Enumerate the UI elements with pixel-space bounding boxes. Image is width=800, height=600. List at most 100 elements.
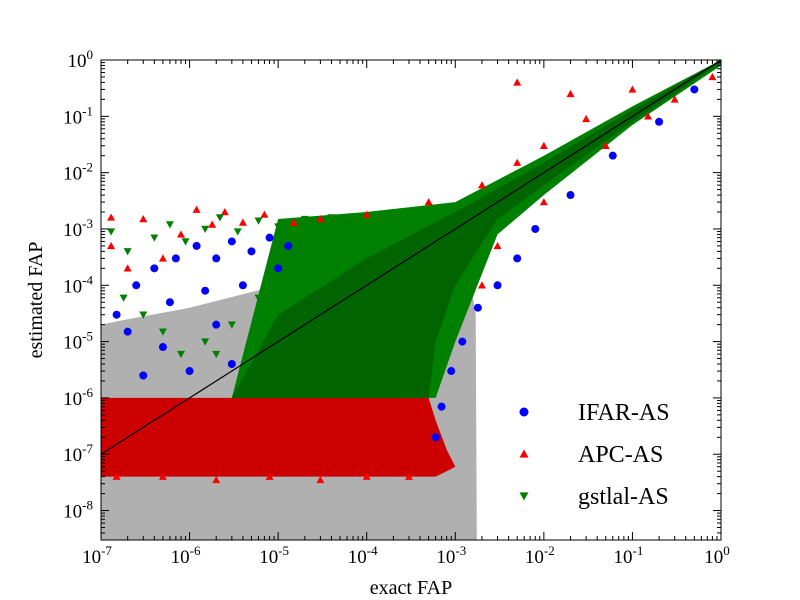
data-point-apc-as — [112, 472, 121, 480]
x-tick-label: 10-7 — [82, 543, 112, 568]
data-point-apc-as — [670, 95, 679, 103]
data-point-ifar-as — [185, 367, 194, 376]
legend-label: IFAR-AS — [578, 400, 670, 426]
data-point-apc-as — [139, 215, 148, 223]
y-tick-label: 10-3 — [63, 216, 93, 241]
data-point-gstlal-as — [139, 311, 148, 319]
data-point-ifar-as — [437, 402, 446, 411]
y-tick-label: 10-7 — [63, 441, 93, 466]
data-point-apc-as — [424, 198, 433, 206]
data-point-apc-as — [220, 208, 229, 216]
data-point-apc-as — [362, 210, 371, 218]
data-point-gstlal-as — [201, 225, 210, 233]
y-tick-label: 10-5 — [63, 329, 93, 354]
y-axis-ticks: 10-8 10-7 10-6 10-5 10-4 10-3 10-2 10-1 100 — [63, 47, 721, 541]
reference-line — [101, 60, 721, 455]
data-point-apc-as — [539, 141, 548, 149]
data-point-apc-as — [316, 215, 325, 223]
plot-frame — [100, 59, 722, 541]
data-point-apc-as — [238, 218, 247, 226]
data-point-apc-as — [158, 472, 167, 480]
data-point-apc-as — [513, 78, 522, 86]
data-point-apc-as — [316, 475, 325, 484]
x-axis-ticks: 10-7 10-6 10-5 10-4 10-3 10-2 10-1 100 — [82, 60, 730, 568]
data-point-ifar-as — [227, 237, 236, 246]
data-point-gstlal-as — [201, 338, 210, 346]
data-point-gstlal-as — [212, 350, 221, 359]
data-point-ifar-as — [165, 298, 174, 307]
data-point-gstlal-as — [176, 350, 185, 359]
data-point-ifar-as — [212, 254, 221, 263]
data-point-ifar-as — [284, 241, 293, 250]
legend-label: gstlal-AS — [578, 484, 669, 510]
x-tick-label: 10-2 — [525, 543, 555, 568]
data-point-apc-as — [644, 112, 653, 120]
data-point-apc-as — [260, 210, 269, 218]
data-point-ifar-as — [212, 320, 221, 329]
data-point-gstlal-as — [233, 228, 242, 236]
data-point-ifar-as — [139, 371, 148, 380]
data-point-ifar-as — [566, 191, 575, 200]
data-point-apc-as — [265, 472, 274, 480]
data-point-gstlal-as — [327, 214, 336, 222]
data-point-apc-as — [493, 241, 502, 250]
data-point-ifar-as — [112, 310, 121, 319]
data-point-gstlal-as — [300, 215, 309, 224]
y-axis-label: estimated FAP — [25, 242, 47, 359]
data-point-gstlal-as — [158, 328, 167, 336]
data-point-gstlal-as — [181, 238, 190, 246]
data-point-gstlal-as — [215, 214, 224, 222]
data-point-ifar-as — [201, 286, 210, 295]
data-point-apc-as — [123, 264, 132, 272]
data-point-ifar-as — [513, 254, 522, 263]
data-point-gstlal-as — [254, 217, 263, 225]
x-axis-label: exact FAP — [370, 577, 452, 599]
legend: IFAR-AS APC-AS gstlal-AS — [519, 400, 670, 510]
x-tick-label: 10-6 — [171, 543, 201, 568]
data-point-apc-as — [477, 181, 486, 189]
data-point-ifar-as — [158, 343, 167, 352]
x-tick-label: 10-3 — [436, 543, 466, 568]
data-point-gstlal-as — [165, 221, 174, 229]
red-band — [101, 397, 456, 477]
data-point-apc-as — [362, 472, 371, 480]
data-point-gstlal-as — [107, 228, 116, 236]
x-tick-label: 10-4 — [348, 543, 378, 568]
y-tick-label: 10-6 — [63, 385, 93, 410]
y-tick-label: 10-4 — [63, 272, 93, 297]
data-point-ifar-as — [123, 327, 132, 336]
data-point-ifar-as — [608, 151, 617, 160]
legend-label: APC-AS — [578, 442, 663, 468]
data-point-gstlal-as — [274, 282, 283, 290]
y-tick-label: 10-2 — [63, 160, 93, 185]
y-tick-label: 10-1 — [63, 103, 93, 128]
reference-line-group — [101, 60, 721, 455]
data-point-ifar-as — [431, 433, 440, 442]
data-point-gstlal-as — [254, 294, 263, 302]
data-point-ifar-as — [150, 264, 159, 273]
data-point-apc-as — [477, 281, 486, 289]
data-point-ifar-as — [655, 117, 664, 126]
data-point-apc-as — [212, 475, 221, 484]
data-point-apc-as — [289, 218, 298, 226]
legend-marker-ifar-as — [519, 407, 529, 417]
data-point-apc-as — [107, 213, 116, 221]
legend-marker-gstlal-as — [519, 492, 529, 501]
data-point-apc-as — [601, 141, 610, 149]
x-tick-label: 10-1 — [614, 543, 644, 568]
data-point-ifar-as — [238, 281, 247, 290]
data-point-apc-as — [176, 230, 185, 238]
y-tick-label: 100 — [68, 47, 94, 72]
data-point-ifar-as — [447, 367, 456, 376]
dark-green-band — [231, 60, 721, 398]
x-tick-label: 10-5 — [259, 543, 289, 568]
data-point-gstlal-as — [119, 294, 128, 302]
data-point-ifar-as — [171, 254, 180, 263]
data-points — [107, 72, 717, 484]
data-point-ifar-as — [227, 360, 236, 369]
data-point-apc-as — [708, 72, 717, 81]
data-point-ifar-as — [132, 281, 141, 290]
data-point-apc-as — [566, 89, 575, 98]
data-point-gstlal-as — [150, 234, 159, 242]
